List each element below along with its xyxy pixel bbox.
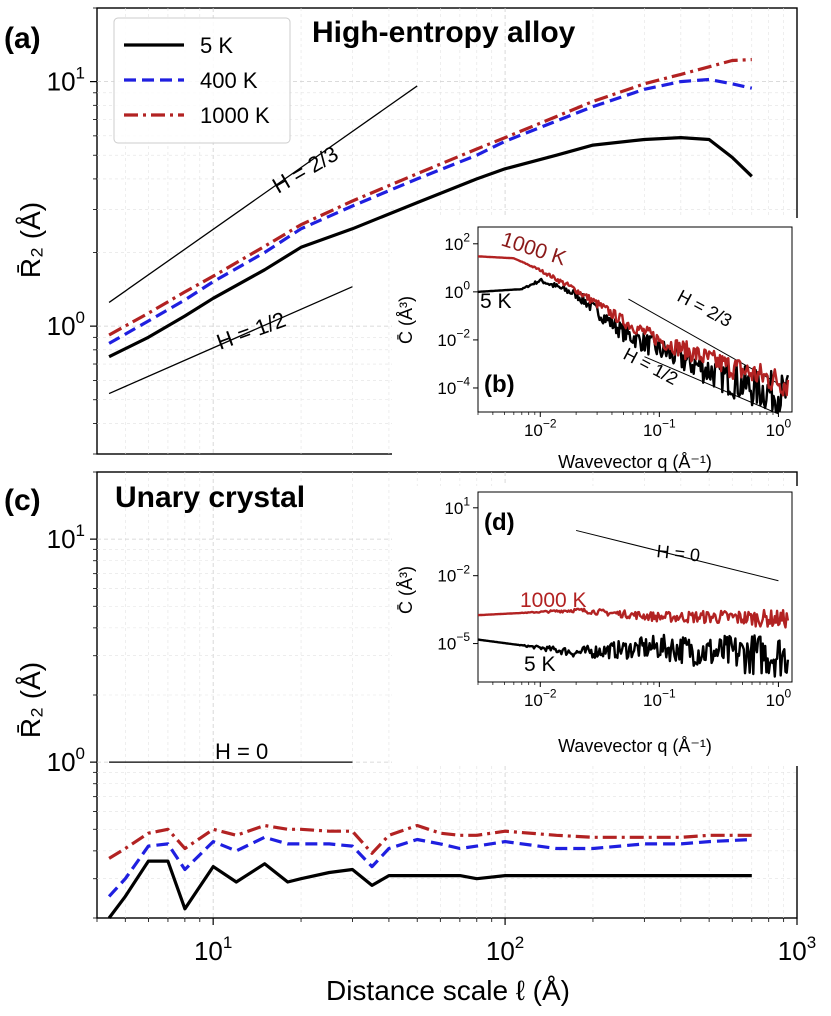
inset-reference-line-0 xyxy=(575,529,779,582)
x-tick-label: 101 xyxy=(194,933,232,966)
series-line-5K xyxy=(108,136,753,359)
x-axis-label: Distance scale ℓ (Å) xyxy=(326,975,570,1006)
inset-d-label-1000k: 1000 K xyxy=(520,589,587,612)
panel-c-slope-label-0: H = 0 xyxy=(215,739,268,764)
inset-b-tag: (b) xyxy=(484,371,515,398)
inset-d-x-label: Wavevector q (Å⁻¹) xyxy=(558,736,712,756)
panel-a: 100 101 (a) High-entropy alloy 5 K 400 K … xyxy=(4,7,798,474)
y-tick-label: 100 xyxy=(47,744,85,777)
panel-c-x-ticks: 101 102 103 xyxy=(96,918,816,966)
legend-label-400k: 400 K xyxy=(200,68,258,93)
inset-b-series xyxy=(477,255,790,414)
inset-d-frame xyxy=(477,491,793,683)
panel-a-y-ticks: 100 101 xyxy=(47,7,97,455)
legend: 5 K 400 K 1000 K xyxy=(113,17,291,144)
series-line-400K xyxy=(108,77,753,345)
series-line-1000K xyxy=(108,823,752,860)
y-axis-label-c: R̄₂ (Å) xyxy=(15,662,46,738)
panel-a-tag: (a) xyxy=(4,22,41,55)
y-tick-label: 101 xyxy=(47,521,85,554)
inset-series-line-5K xyxy=(477,633,790,678)
inset-d-background xyxy=(392,486,798,766)
y-tick-label: 101 xyxy=(47,64,85,97)
reference-line-1 xyxy=(108,286,353,395)
series-line-1000K xyxy=(108,58,752,337)
inset-b-frame xyxy=(477,226,793,413)
inset-b-label-5k: 5 K xyxy=(480,290,512,313)
panel-c-y-ticks: 100 101 xyxy=(47,471,97,919)
inset-series-line-1000K xyxy=(478,255,790,397)
panel-c-series xyxy=(107,823,752,919)
panel-a-title: High-entropy alloy xyxy=(312,16,576,49)
reference-line-0 xyxy=(108,85,418,303)
inset-d-label-5k: 5 K xyxy=(524,653,556,676)
series-line-5K xyxy=(107,859,752,919)
panel-c-tag: (c) xyxy=(4,484,41,517)
inset-d-slope-label-0: H = 0 xyxy=(656,541,701,565)
inset-d-y-label: C̄ (Å³) xyxy=(396,566,416,614)
y-axis-label-a: R̄₂ (Å) xyxy=(15,202,46,278)
legend-label-5k: 5 K xyxy=(200,33,233,58)
x-tick-label: 103 xyxy=(778,933,816,966)
legend-box xyxy=(113,17,291,144)
panel-a-slope-label-2-3: H = 2/3 xyxy=(268,141,342,198)
inset-b-x-label: Wavevector q (Å⁻¹) xyxy=(558,452,712,472)
y-tick-label: 100 xyxy=(47,308,85,341)
series-line-400K xyxy=(107,835,752,898)
inset-d-tag: (d) xyxy=(484,509,515,536)
panel-a-series xyxy=(108,58,753,359)
panel-a-slope-label-1-2: H = 1/2 xyxy=(213,307,289,355)
inset-series-line-5K xyxy=(477,277,790,414)
panel-c-title: Unary crystal xyxy=(115,481,305,514)
legend-label-1000k: 1000 K xyxy=(200,103,270,128)
inset-d-series xyxy=(477,607,790,678)
x-tick-label: 102 xyxy=(486,933,524,966)
inset-b-background xyxy=(392,218,798,474)
inset-reference-line-1 xyxy=(644,356,779,415)
panel-a-reference-lines xyxy=(108,85,418,395)
inset-series-line-1000K xyxy=(477,607,790,629)
inset-b-y-label: C̄ (Å³) xyxy=(396,296,416,344)
panel-c: 100 101 101 102 103 (c) Unary crystal H = 0… xyxy=(4,471,816,966)
inset-d-reference-lines xyxy=(575,529,779,582)
